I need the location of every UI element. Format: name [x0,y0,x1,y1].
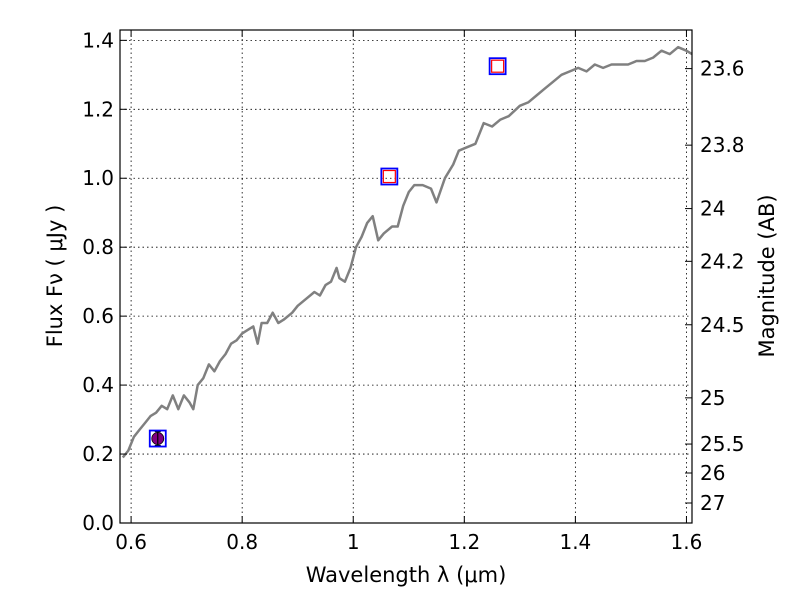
right-axis-title: Magnitude (AB) [755,194,779,357]
model-square [491,59,505,73]
y-tick-label: 0.4 [82,373,114,397]
x-tick-label: 0.6 [115,530,147,554]
right-tick-label: 27 [700,491,725,515]
model-square [382,169,396,184]
right-tick-label: 23.6 [700,57,745,81]
y-tick-label: 1.0 [82,166,114,190]
right-tick-label: 24.5 [700,313,745,337]
x-tick-label: 1.6 [671,530,703,554]
x-tick-label: 1.2 [448,530,480,554]
observed-square [148,429,167,448]
y-axis-title: Flux Fν ( μJy ) [43,205,67,348]
y-tick-label: 0.8 [82,235,114,259]
right-tick-label: 25 [700,386,725,410]
axis-ticks: 0.6 0.8 1 1.2 1.4 1.6 0.0 0.2 0.4 0.6 0.8 1.0 1.2 1.4… [82,28,744,554]
right-tick-label: 24.2 [700,249,745,273]
right-tick-label: 25.5 [700,432,745,456]
y-tick-label: 1.2 [82,97,114,121]
right-tick-label: 23.8 [700,133,745,157]
right-tick-label: 24 [700,197,725,221]
x-tick-label: 1.4 [559,530,591,554]
y-tick-label: 0.6 [82,304,114,328]
spectrum-line [121,45,693,459]
data-layer [121,45,693,459]
plot-frame [119,29,693,524]
plot-area-background [120,30,692,523]
y-tick-label: 0.2 [82,442,114,466]
x-tick-label: 1 [347,530,360,554]
observed-square [380,167,399,186]
observed-square [488,57,507,76]
y-tick-label: 1.4 [82,28,114,52]
x-axis-title: Wavelength λ (μm) [306,563,507,587]
y-tick-label: 0.0 [82,511,114,535]
x-tick-label: 0.8 [226,530,258,554]
right-tick-label: 26 [700,461,725,485]
